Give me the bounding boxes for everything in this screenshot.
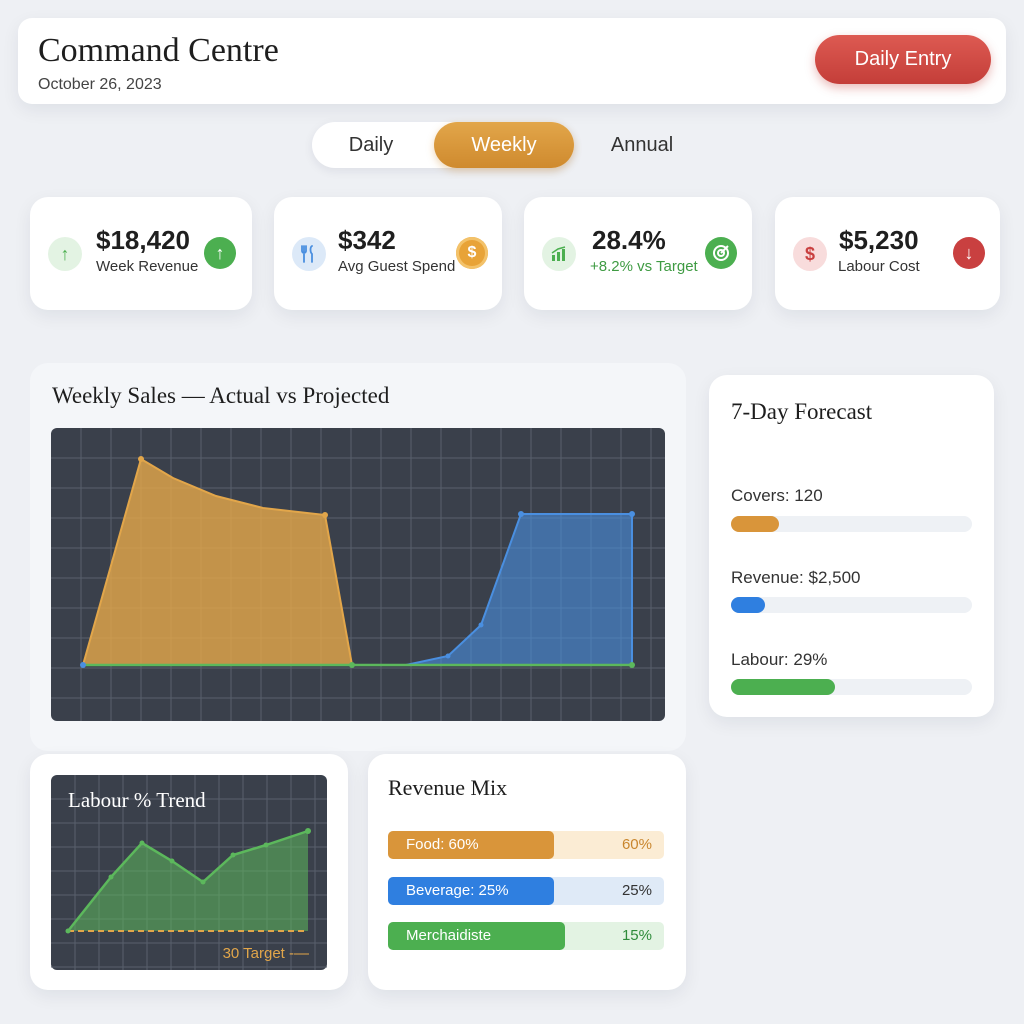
labour-point xyxy=(263,842,269,848)
actual-point xyxy=(138,456,144,462)
revenue-mix-panel: Revenue Mix Food: 60% 60% Beverage: 25% … xyxy=(368,754,686,990)
forecast-bar-fill xyxy=(731,679,835,695)
mix-bar-label: Merchaidiste xyxy=(388,922,565,950)
projected-point xyxy=(445,653,451,659)
kpi-card-labour-pct: 28.4% +8.2% vs Target xyxy=(524,197,752,310)
forecast-labour-label: Labour: 29% xyxy=(731,650,828,669)
forecast-revenue-label: Revenue: $2,500 xyxy=(731,568,861,587)
mix-bar-label: Food: 60% xyxy=(388,831,554,859)
dollar-icon: $ xyxy=(793,237,827,271)
bar-chart-icon xyxy=(542,237,576,271)
projected-point xyxy=(518,511,524,517)
actual-point xyxy=(322,512,328,518)
baseline-point xyxy=(629,662,635,668)
kpi-value: $5,230 xyxy=(839,225,919,255)
kpi-label: +8.2% vs Target xyxy=(590,258,698,275)
baseline-point xyxy=(349,662,355,668)
kpi-value: $18,420 xyxy=(96,225,190,255)
mix-bar-pct: 60% xyxy=(621,836,652,853)
daily-entry-button[interactable]: Daily Entry xyxy=(815,35,991,84)
fork-knife-icon xyxy=(292,237,326,271)
labour-point xyxy=(169,858,175,864)
labour-point xyxy=(305,828,311,834)
header-card: Command Centre October 26, 2023 Daily En… xyxy=(18,18,1006,104)
arrow-up-icon: ↑ xyxy=(48,237,82,271)
actual-sales-area xyxy=(81,457,354,666)
revenue-mix-row-merchandise: Merchaidiste 15% xyxy=(388,922,664,950)
chart-title: Weekly Sales — Actual vs Projected xyxy=(52,383,390,408)
kpi-card-week-revenue: ↑ $18,420 Week Revenue ↑ xyxy=(30,197,252,310)
labour-point xyxy=(108,874,114,880)
tab-daily[interactable]: Daily xyxy=(348,134,394,156)
labour-trend-panel: Labour % Trend 30 Target -— xyxy=(30,754,348,990)
period-tabs: Daily Weekly Annual xyxy=(312,122,712,168)
kpi-card-labour-cost: $ $5,230 Labour Cost ↓ xyxy=(775,197,1000,310)
page-title: Command Centre xyxy=(38,32,279,69)
page-date: October 26, 2023 xyxy=(38,76,162,93)
revenue-mix-row-beverage: Beverage: 25% 25% xyxy=(388,877,664,905)
kpi-value: 28.4% xyxy=(592,225,666,255)
forecast-title: 7-Day Forecast xyxy=(731,399,873,424)
kpi-label: Week Revenue xyxy=(96,258,199,275)
revenue-mix-row-food: Food: 60% 60% xyxy=(388,831,664,859)
forecast-covers-bar xyxy=(731,516,972,532)
labour-point xyxy=(230,852,236,858)
weekly-sales-panel: Weekly Sales — Actual vs Projected xyxy=(30,363,686,751)
mix-bar-pct: 15% xyxy=(621,927,652,944)
forecast-bar-fill xyxy=(731,516,780,532)
labour-trend-plot xyxy=(51,775,327,970)
labour-trend-chart: Labour % Trend 30 Target -— xyxy=(51,775,327,970)
kpi-label: Avg Guest Spend xyxy=(338,258,456,275)
coin-icon: $ xyxy=(456,237,488,269)
labour-target-label: 30 Target -— xyxy=(222,945,309,962)
forecast-bar-fill xyxy=(731,597,765,613)
chart-title: Labour % Trend xyxy=(68,788,206,812)
revenue-mix-title: Revenue Mix xyxy=(388,775,508,800)
mix-bar-pct: 25% xyxy=(621,882,652,899)
projected-point xyxy=(478,622,484,628)
weekly-sales-chart xyxy=(51,428,665,721)
tab-annual[interactable]: Annual xyxy=(610,134,674,156)
forecast-covers-label: Covers: 120 xyxy=(731,486,823,505)
baseline-point xyxy=(80,662,86,668)
labour-trend-line xyxy=(67,829,309,932)
arrow-down-circle-icon: ↓ xyxy=(953,237,985,269)
projected-sales-area xyxy=(352,513,633,666)
labour-point xyxy=(65,928,71,934)
projected-point xyxy=(629,511,635,517)
forecast-card: 7-Day Forecast Covers: 120 Revenue: $2,5… xyxy=(709,375,994,717)
forecast-revenue-bar xyxy=(731,597,972,613)
target-icon xyxy=(705,237,737,269)
arrow-up-circle-icon: ↑ xyxy=(204,237,236,269)
labour-point xyxy=(200,879,206,885)
forecast-labour-bar xyxy=(731,679,972,695)
labour-point xyxy=(139,840,145,846)
labour-trend-area xyxy=(68,831,308,931)
mix-bar-label: Beverage: 25% xyxy=(388,877,554,905)
tab-weekly[interactable]: Weekly xyxy=(434,122,574,168)
kpi-card-avg-guest-spend: $342 Avg Guest Spend $ xyxy=(274,197,502,310)
kpi-value: $342 xyxy=(338,225,396,255)
kpi-label: Labour Cost xyxy=(838,258,920,275)
